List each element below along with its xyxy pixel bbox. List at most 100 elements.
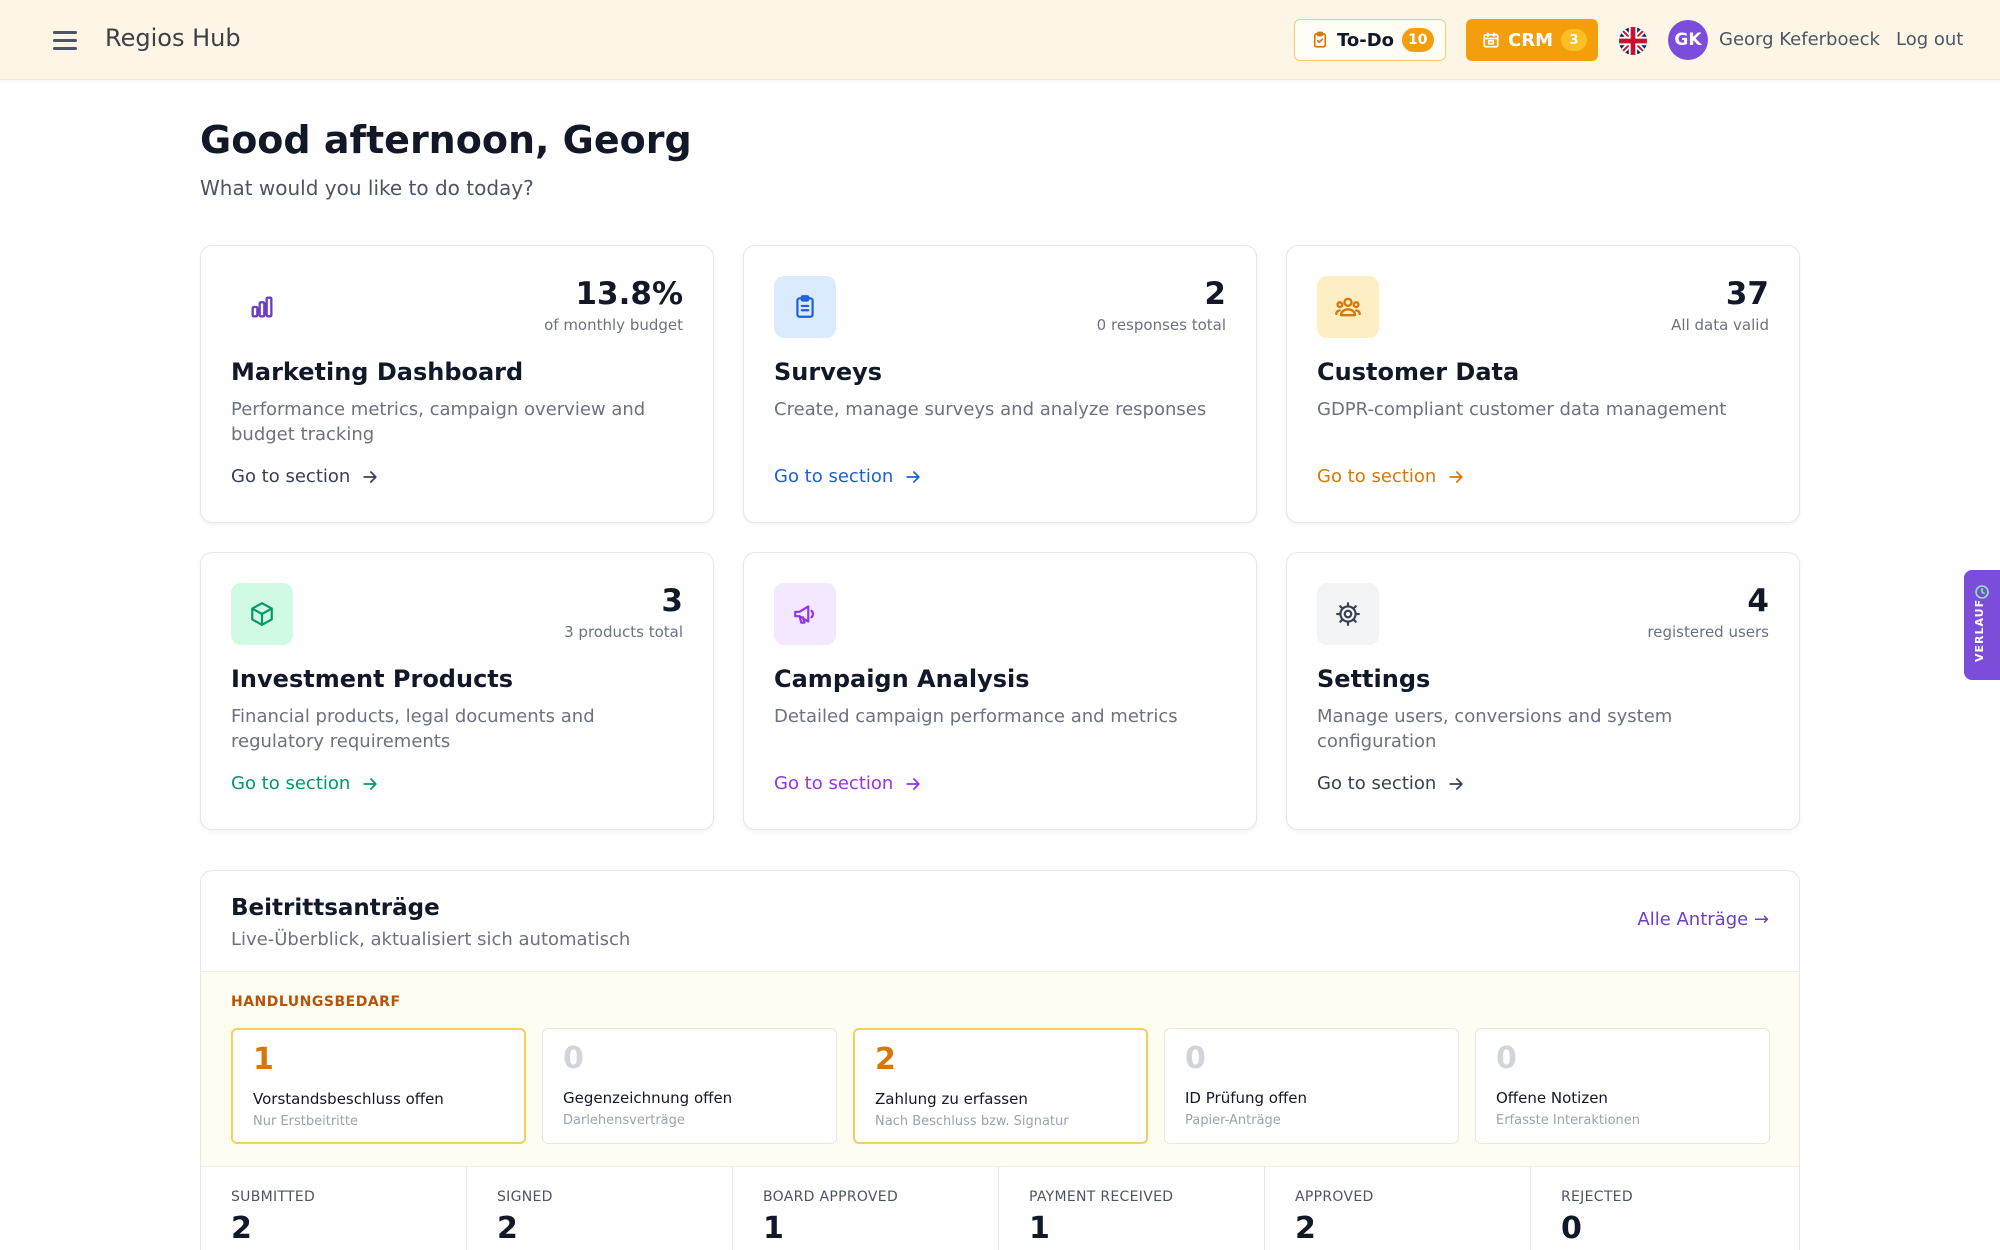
arrow-right-icon: [1449, 470, 1463, 483]
arrow-right-icon: [1449, 777, 1463, 790]
card-title: Customer Data: [1317, 358, 1520, 386]
action-box[interactable]: 2 Zahlung zu erfassen Nach Beschluss bzw…: [853, 1028, 1148, 1144]
status-stat: PAYMENT RECEIVED 1: [999, 1167, 1265, 1250]
todo-count-badge: 10: [1402, 28, 1434, 52]
status-label: BOARD APPROVED: [763, 1189, 899, 1205]
status-label: APPROVED: [1295, 1189, 1374, 1205]
go-to-section-link[interactable]: Go to section: [774, 466, 923, 487]
action-sublabel: Darlehensverträge: [563, 1113, 685, 1128]
link-label: Go to section: [1317, 466, 1437, 487]
action-box[interactable]: 0 Gegenzeichnung offen Darlehensverträge: [542, 1028, 837, 1144]
go-to-section-link[interactable]: Go to section: [774, 773, 923, 794]
arrow-right-icon: [363, 777, 377, 790]
all-applications-link[interactable]: Alle Anträge →: [1637, 909, 1769, 930]
crm-label: CRM: [1508, 29, 1553, 51]
action-box[interactable]: 1 Vorstandsbeschluss offen Nur Erstbeitr…: [231, 1028, 526, 1144]
card-customer-data[interactable]: 37 All data valid Customer Data GDPR-com…: [1286, 245, 1800, 523]
card-settings[interactable]: 4 registered users Settings Manage users…: [1286, 552, 1800, 830]
hamburger-menu-icon[interactable]: [48, 24, 82, 56]
card-investment-products[interactable]: 3 3 products total Investment Products F…: [200, 552, 714, 830]
go-to-section-link[interactable]: Go to section: [1317, 466, 1466, 487]
card-stat: 13.8%: [575, 276, 683, 312]
arrow-right-icon: [906, 777, 920, 790]
status-value: 2: [497, 1211, 518, 1246]
status-label: PAYMENT RECEIVED: [1029, 1189, 1174, 1205]
status-value: 1: [763, 1211, 784, 1246]
action-required-label: HANDLUNGSBEDARF: [231, 994, 401, 1010]
action-count: 0: [1185, 1041, 1206, 1076]
card-stat-caption: of monthly budget: [544, 316, 683, 334]
page-subtitle: What would you like to do today?: [200, 176, 534, 200]
arrow-right-icon: [906, 470, 920, 483]
action-count: 0: [563, 1041, 584, 1076]
card-title: Surveys: [774, 358, 883, 386]
crm-count-badge: 3: [1560, 29, 1587, 51]
user-name[interactable]: Georg Keferboeck: [1719, 29, 1880, 50]
panel-subtitle: Live-Überblick, aktualisiert sich automa…: [231, 929, 631, 950]
action-box[interactable]: 0 ID Prüfung offen Papier-Anträge: [1164, 1028, 1459, 1144]
language-uk-flag-icon[interactable]: [1619, 27, 1647, 55]
status-stats-row: SUBMITTED 2 SIGNED 2 BOARD APPROVED 1 PA…: [201, 1167, 1799, 1250]
card-stat-caption: 0 responses total: [1096, 316, 1226, 334]
top-navigation-bar: Regios Hub To-Do 10 CRM 3 GK Georg Kefer…: [0, 0, 2000, 80]
go-to-section-link[interactable]: Go to section: [1317, 773, 1466, 794]
card-description: Performance metrics, campaign overview a…: [231, 399, 646, 445]
calendar-icon: [1483, 32, 1499, 48]
card-title: Settings: [1317, 665, 1431, 693]
status-value: 1: [1029, 1211, 1050, 1246]
card-description: Create, manage surveys and analyze respo…: [774, 399, 1207, 420]
logout-link[interactable]: Log out: [1896, 29, 1964, 50]
panel-title: Beitrittsanträge: [231, 895, 440, 921]
clipboard-check-icon: [1313, 31, 1327, 48]
go-to-section-link[interactable]: Go to section: [231, 466, 380, 487]
card-stat: 3: [661, 583, 683, 619]
users-icon: [1317, 276, 1379, 338]
app-title[interactable]: Regios Hub: [105, 24, 241, 52]
action-count: 0: [1496, 1041, 1517, 1076]
action-label: Offene Notizen: [1496, 1089, 1608, 1107]
action-required-section: HANDLUNGSBEDARF 1 Vorstandsbeschluss off…: [201, 971, 1799, 1167]
user-avatar[interactable]: GK: [1668, 20, 1708, 60]
history-tab-label: VERLAUF: [1973, 598, 1986, 662]
bar-chart-icon: [231, 276, 293, 338]
card-title: Investment Products: [231, 665, 514, 693]
card-description: Manage users, conversions and system con…: [1317, 706, 1673, 752]
card-description: Detailed campaign performance and metric…: [774, 706, 1178, 727]
action-box[interactable]: 0 Offene Notizen Erfasste Interaktionen: [1475, 1028, 1770, 1144]
action-sublabel: Nach Beschluss bzw. Signatur: [875, 1114, 1069, 1129]
clipboard-icon: [774, 276, 836, 338]
status-stat: SUBMITTED 2: [201, 1167, 467, 1250]
action-count: 2: [875, 1042, 896, 1077]
link-label: Go to section: [1317, 773, 1437, 794]
page-title: Good afternoon, Georg: [200, 118, 692, 162]
card-title: Marketing Dashboard: [231, 358, 524, 386]
status-value: 2: [231, 1211, 252, 1246]
card-stat: 37: [1725, 276, 1769, 312]
link-label: Go to section: [231, 773, 351, 794]
status-label: SUBMITTED: [231, 1189, 316, 1205]
link-label: Go to section: [774, 466, 894, 487]
go-to-section-link[interactable]: Go to section: [231, 773, 380, 794]
status-stat: SIGNED 2: [467, 1167, 733, 1250]
card-surveys[interactable]: 2 0 responses total Surveys Create, mana…: [743, 245, 1257, 523]
todo-button[interactable]: To-Do 10: [1294, 19, 1446, 61]
action-label: Vorstandsbeschluss offen: [253, 1090, 444, 1108]
card-stat: 2: [1204, 276, 1226, 312]
card-stat-caption: 3 products total: [564, 623, 683, 641]
megaphone-icon: [774, 583, 836, 645]
status-value: 0: [1561, 1211, 1582, 1246]
action-sublabel: Erfasste Interaktionen: [1496, 1113, 1641, 1128]
action-sublabel: Papier-Anträge: [1185, 1113, 1281, 1128]
card-marketing-dashboard[interactable]: 13.8% of monthly budget Marketing Dashbo…: [200, 245, 714, 523]
card-description: GDPR-compliant customer data management: [1317, 399, 1727, 420]
card-stat: 4: [1747, 583, 1769, 619]
clock-icon: [1975, 585, 1989, 599]
crm-button[interactable]: CRM 3: [1466, 19, 1598, 61]
history-side-tab[interactable]: VERLAUF: [1964, 570, 2000, 680]
todo-label: To-Do: [1337, 29, 1395, 51]
status-stat: BOARD APPROVED 1: [733, 1167, 999, 1250]
card-campaign-analysis[interactable]: Campaign Analysis Detailed campaign perf…: [743, 552, 1257, 830]
link-label: Go to section: [231, 466, 351, 487]
status-stat: APPROVED 2: [1265, 1167, 1531, 1250]
action-label: ID Prüfung offen: [1185, 1089, 1308, 1107]
